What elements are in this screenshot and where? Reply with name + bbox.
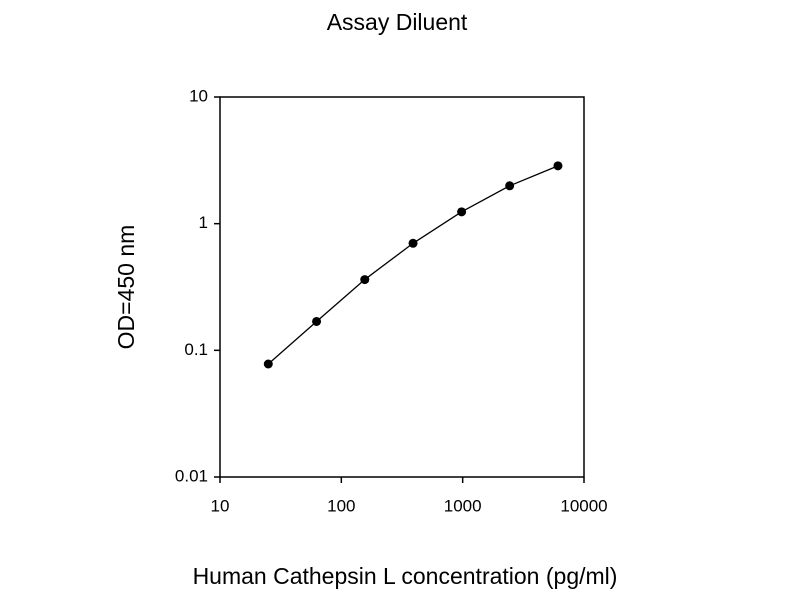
- data-point: [457, 207, 467, 217]
- x-tick-label: 10000: [560, 496, 607, 515]
- x-tick-label: 10: [211, 496, 230, 515]
- data-point: [360, 275, 370, 285]
- plot-frame: [219, 96, 585, 478]
- x-axis-label: Human Cathepsin L concentration (pg/ml): [193, 563, 618, 589]
- data-point: [263, 359, 273, 369]
- data-point: [312, 316, 322, 326]
- series-line: [267, 165, 559, 365]
- y-tick-label: 1: [199, 213, 208, 232]
- y-tick-label: 0.1: [184, 340, 208, 359]
- y-tick-label: 10: [189, 86, 208, 105]
- y-axis-label: OD=450 nm: [113, 225, 139, 350]
- data-point: [408, 238, 418, 248]
- data-point: [505, 181, 515, 191]
- x-tick-label: 100: [327, 496, 355, 515]
- data-point: [553, 161, 563, 171]
- y-tick-label: 0.01: [175, 466, 208, 485]
- chart-title: Assay Diluent: [327, 9, 468, 35]
- x-tick-label: 1000: [444, 496, 482, 515]
